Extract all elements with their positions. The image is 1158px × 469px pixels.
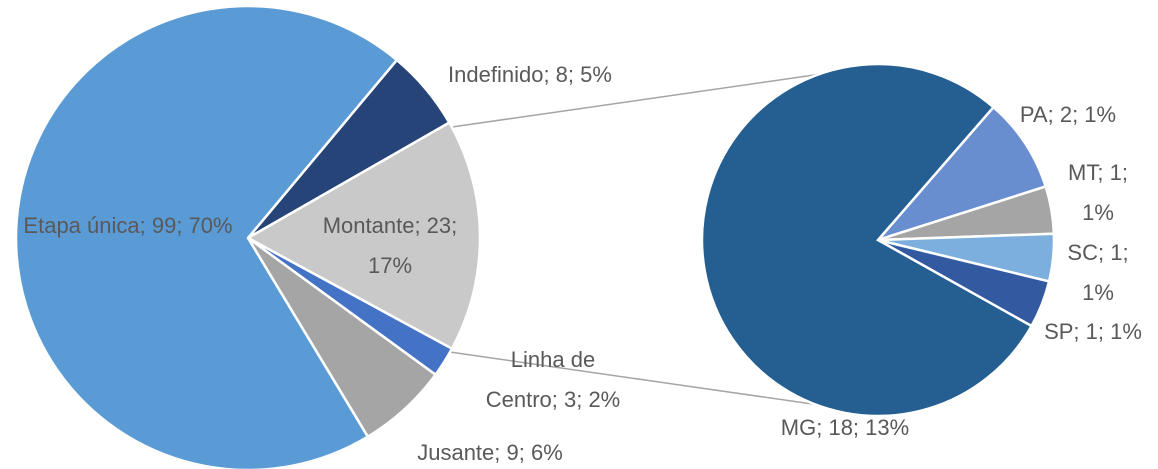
connector-line [444, 71, 836, 129]
data-label: Montante; 23; 17% [322, 213, 458, 278]
data-label: Etapa única; 99; 70% [23, 213, 233, 238]
pie-slice [14, 4, 399, 469]
data-label: SC; 1; 1% [1067, 240, 1129, 305]
data-label: PA; 2; 1% [1019, 102, 1117, 127]
pie-slice [874, 105, 1048, 243]
data-label: MG; 18; 13% [780, 415, 910, 440]
data-label: SP; 1; 1% [1044, 319, 1142, 344]
data-label: Jusante; 9; 6% [417, 440, 563, 465]
connector-line [449, 351, 841, 409]
pie-slice [700, 62, 1034, 418]
data-label: Indefinido; 8; 5% [448, 62, 612, 87]
data-label: Linha de Centro; 3; 2% [485, 347, 621, 412]
pie-slice [245, 120, 482, 351]
data-label: MT; 1; 1% [1068, 160, 1128, 225]
